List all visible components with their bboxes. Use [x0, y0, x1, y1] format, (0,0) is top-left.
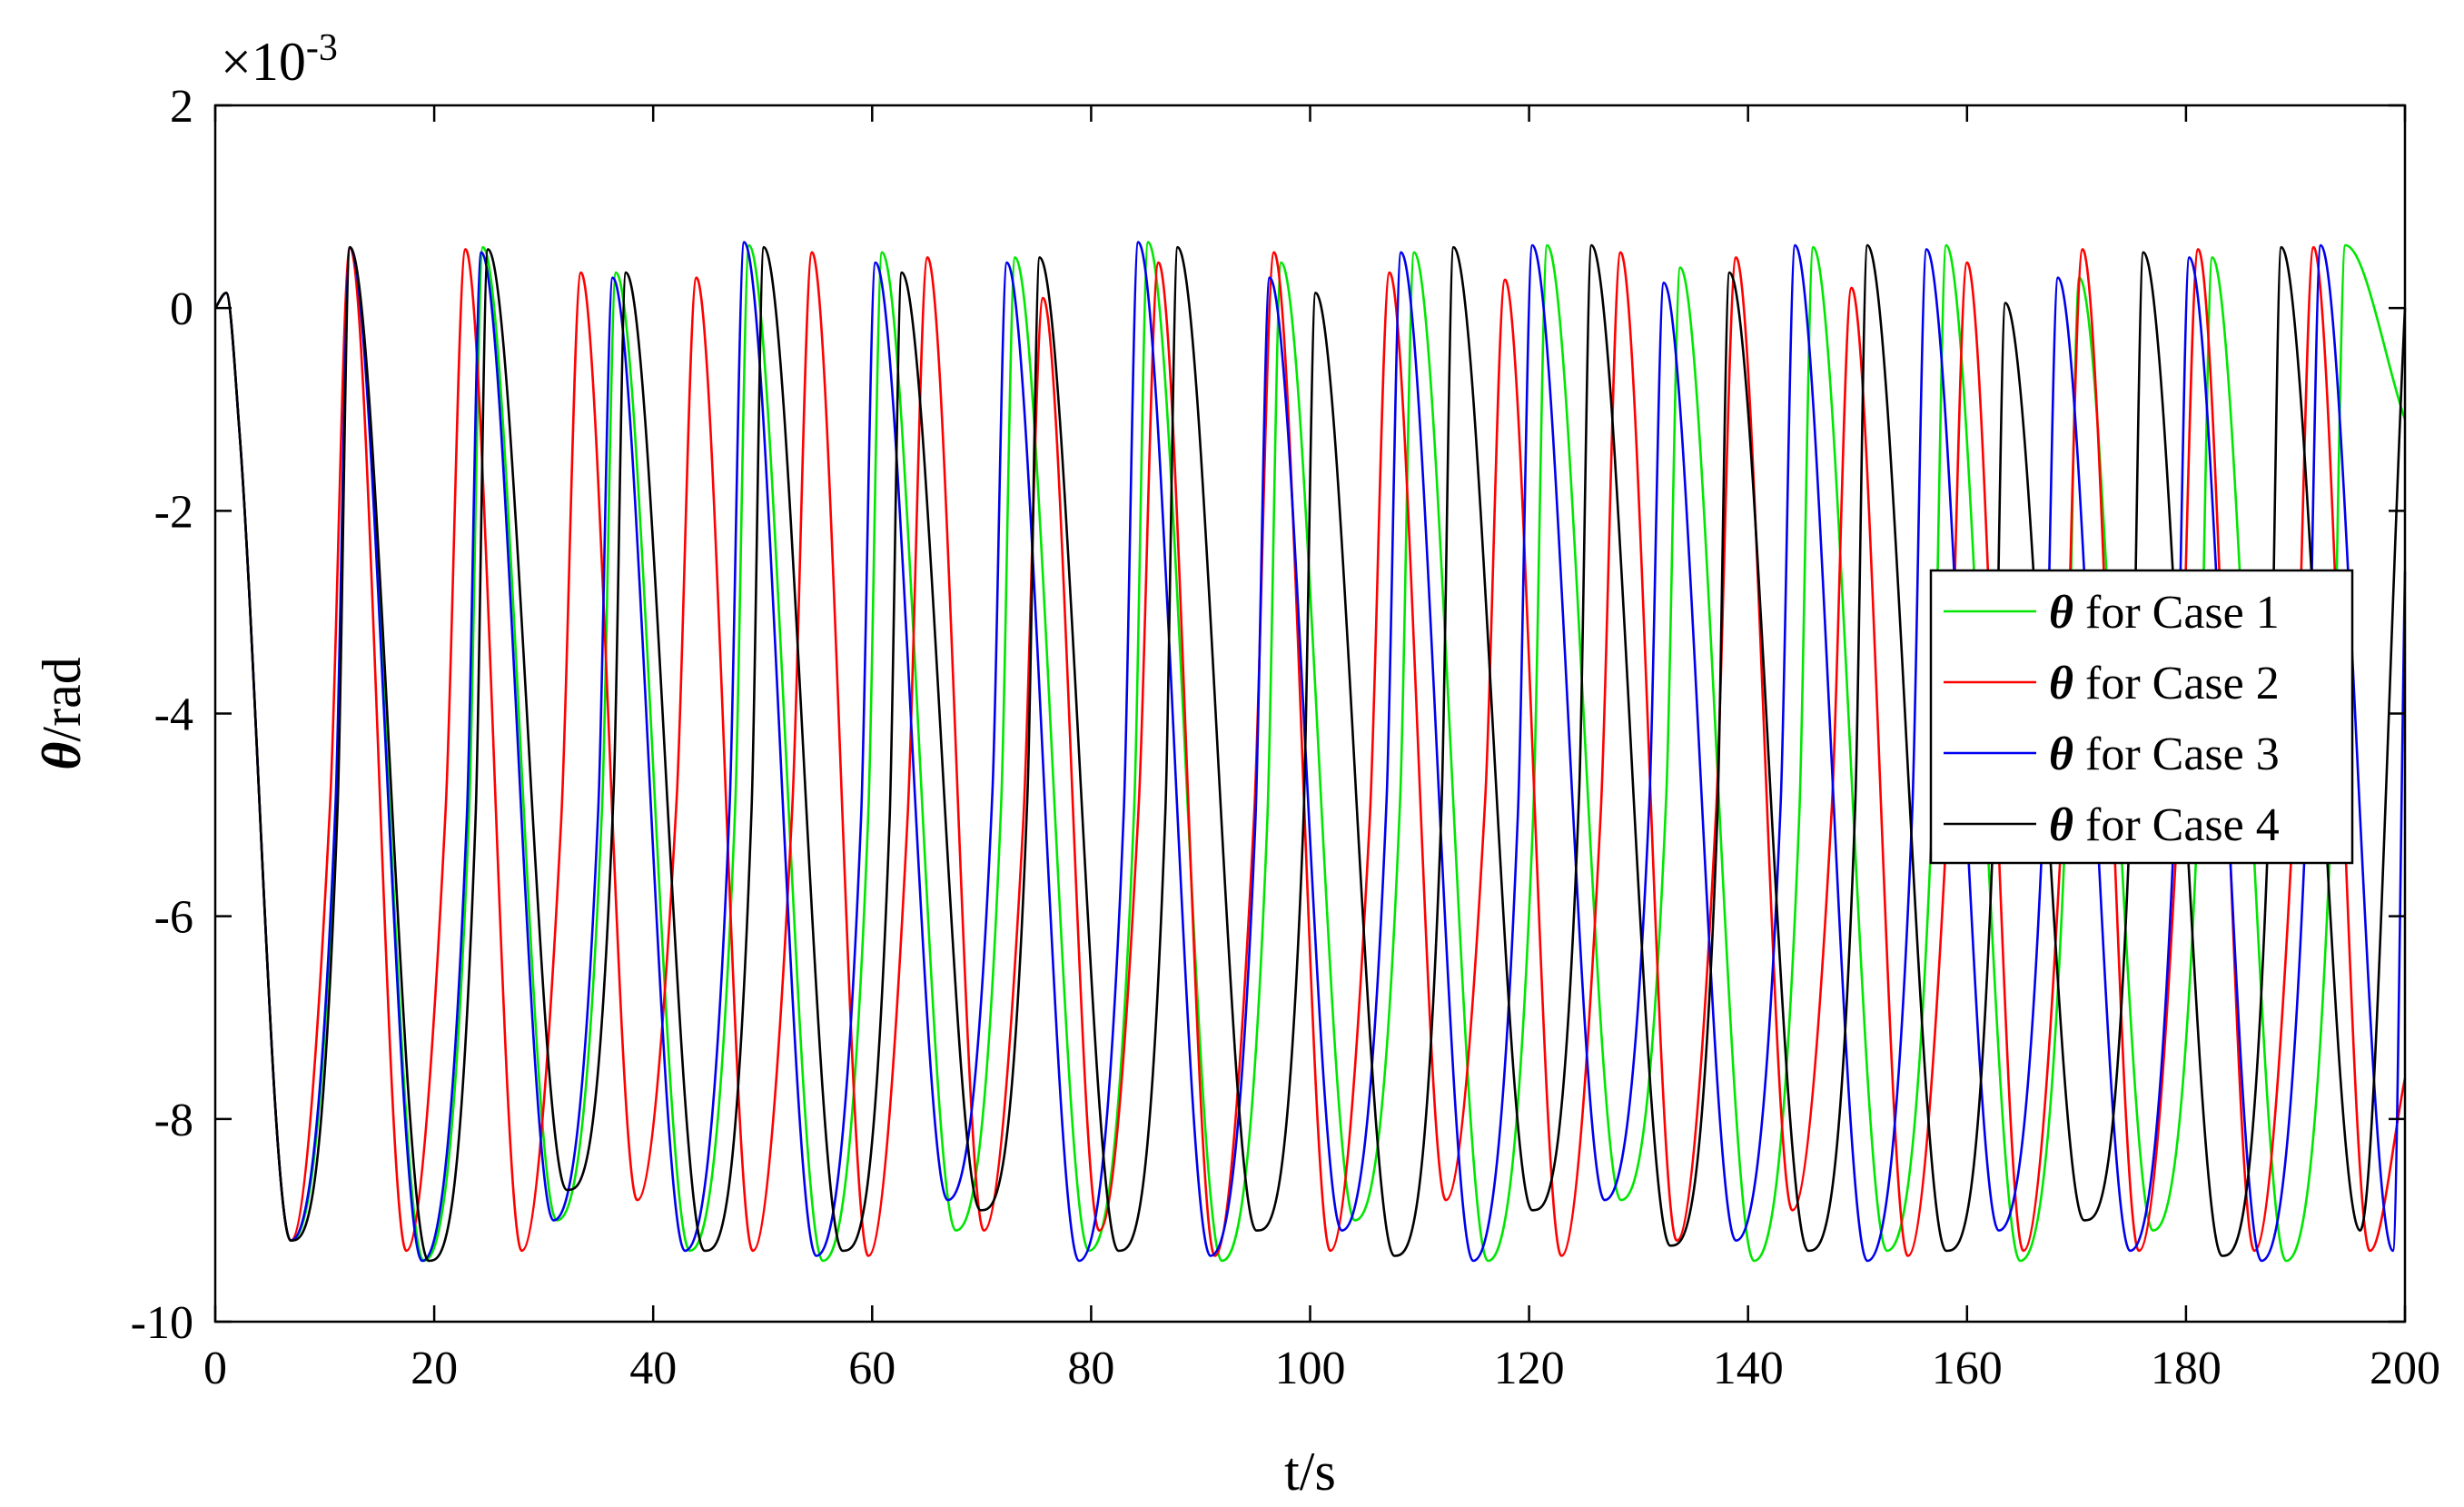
legend-text: for Case 3: [2073, 729, 2280, 780]
y-axis-label: θ/rad: [32, 657, 92, 769]
x-tick-label: 100: [1275, 1343, 1346, 1394]
x-tick-label: 120: [1494, 1343, 1565, 1394]
x-tick-label: 40: [629, 1343, 677, 1394]
legend-symbol: θ: [2049, 587, 2073, 639]
legend-symbol: θ: [2049, 799, 2073, 851]
series-layer: [213, 241, 2407, 1263]
legend-label-case-3: θ for Case 3: [2049, 729, 2280, 780]
x-tick-label: 180: [2151, 1343, 2222, 1394]
legend-entry-case-2: θ for Case 2: [1944, 658, 2280, 709]
x-tick-label: 140: [1713, 1343, 1784, 1394]
y-axis-label-unit: /rad: [32, 657, 92, 741]
y-tick-label: -6: [154, 892, 193, 944]
legend-text: for Case 1: [2073, 587, 2280, 639]
legend-text: for Case 4: [2073, 799, 2280, 851]
legend-label-case-1: θ for Case 1: [2049, 587, 2280, 639]
y-tick-label: 0: [170, 283, 193, 335]
y-tick-label: -2: [154, 486, 193, 538]
legend-entry-case-3: θ for Case 3: [1944, 729, 2280, 780]
y-axis-label-symbol: θ: [32, 742, 92, 770]
x-tick-label: 0: [203, 1343, 227, 1394]
y-multiplier: ×10-3: [221, 27, 338, 92]
legend: θ for Case 1 θ for Case 2 θ for Case 3 θ…: [1929, 569, 2354, 865]
y-multiplier-base: ×10: [221, 32, 306, 92]
series-line-case-2: [213, 245, 2407, 1257]
legend-symbol: θ: [2049, 658, 2073, 709]
legend-symbol: θ: [2049, 729, 2073, 780]
x-tick-label: 80: [1067, 1343, 1114, 1394]
x-axis-label: t/s: [1284, 1442, 1336, 1502]
legend-entry-case-4: θ for Case 4: [1944, 799, 2280, 851]
legend-text: for Case 2: [2073, 658, 2280, 709]
x-tick-label: 60: [848, 1343, 896, 1394]
legend-label-case-2: θ for Case 2: [2049, 658, 2280, 709]
y-tick-label: -4: [154, 689, 193, 741]
y-tick-label: -10: [131, 1297, 193, 1349]
y-tick-label: 2: [170, 81, 193, 133]
legend-entry-case-1: θ for Case 1: [1944, 587, 2280, 639]
y-multiplier-exponent: -3: [306, 27, 338, 69]
y-tick-label: -8: [154, 1095, 193, 1146]
series-line-case-1: [213, 241, 2407, 1263]
legend-box: [1929, 569, 2354, 865]
series-line-case-4: [213, 243, 2407, 1263]
x-tick-label: 160: [1932, 1343, 2003, 1394]
series-line-case-3: [213, 241, 2407, 1263]
legend-label-case-4: θ for Case 4: [2049, 799, 2280, 851]
x-tick-label: 200: [2370, 1343, 2440, 1394]
x-tick-label: 20: [411, 1343, 458, 1394]
